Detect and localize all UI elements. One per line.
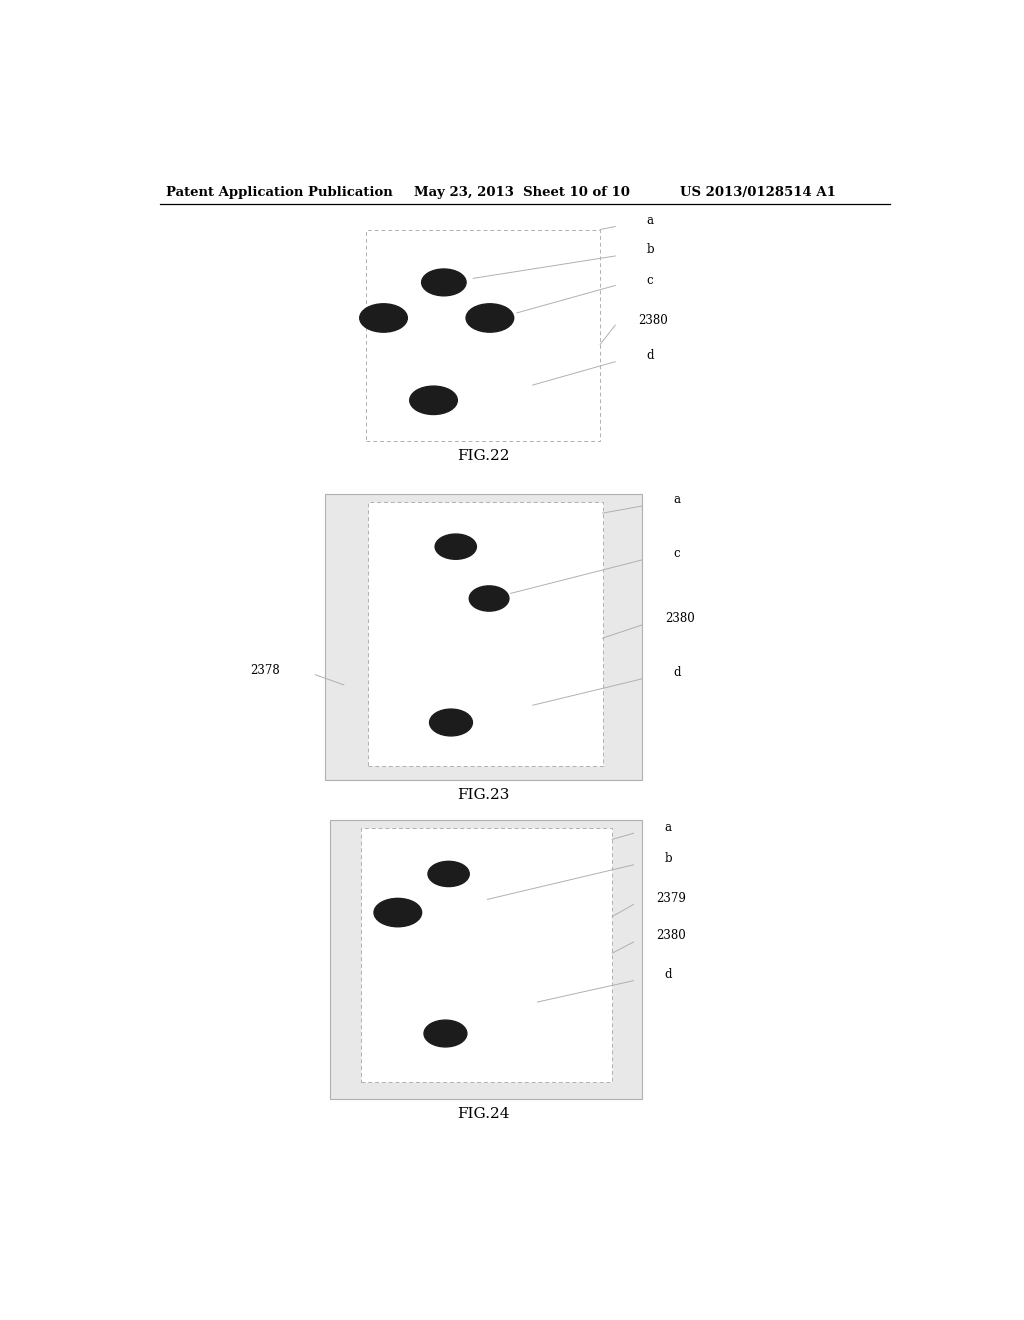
Bar <box>369 502 602 766</box>
Bar <box>325 494 642 780</box>
Text: a: a <box>673 494 680 507</box>
Ellipse shape <box>428 862 469 887</box>
Text: 2380: 2380 <box>638 314 668 326</box>
Text: 2379: 2379 <box>656 892 686 904</box>
Text: FIG.24: FIG.24 <box>458 1106 510 1121</box>
Text: c: c <box>673 548 680 560</box>
Ellipse shape <box>430 709 472 737</box>
Ellipse shape <box>469 586 509 611</box>
Ellipse shape <box>422 269 466 296</box>
Text: d: d <box>673 667 681 680</box>
Ellipse shape <box>466 304 514 333</box>
Bar <box>360 828 612 1082</box>
Text: a: a <box>646 214 653 227</box>
Bar <box>331 820 642 1098</box>
Text: Patent Application Publication: Patent Application Publication <box>166 186 393 199</box>
Ellipse shape <box>410 387 458 414</box>
Bar <box>367 230 600 441</box>
Text: b: b <box>665 853 672 865</box>
Text: May 23, 2013  Sheet 10 of 10: May 23, 2013 Sheet 10 of 10 <box>414 186 630 199</box>
Text: FIG.22: FIG.22 <box>458 449 510 463</box>
Text: 2380: 2380 <box>666 612 695 626</box>
Text: 2378: 2378 <box>251 664 281 677</box>
Text: FIG.23: FIG.23 <box>458 788 510 801</box>
Text: b: b <box>646 243 654 256</box>
Text: c: c <box>646 273 653 286</box>
Ellipse shape <box>374 899 422 927</box>
Text: US 2013/0128514 A1: US 2013/0128514 A1 <box>680 186 836 199</box>
Ellipse shape <box>435 535 476 560</box>
Text: d: d <box>665 968 672 981</box>
Ellipse shape <box>359 304 408 333</box>
Text: 2380: 2380 <box>656 929 686 942</box>
Ellipse shape <box>424 1020 467 1047</box>
Text: a: a <box>665 821 672 834</box>
Text: d: d <box>646 348 653 362</box>
